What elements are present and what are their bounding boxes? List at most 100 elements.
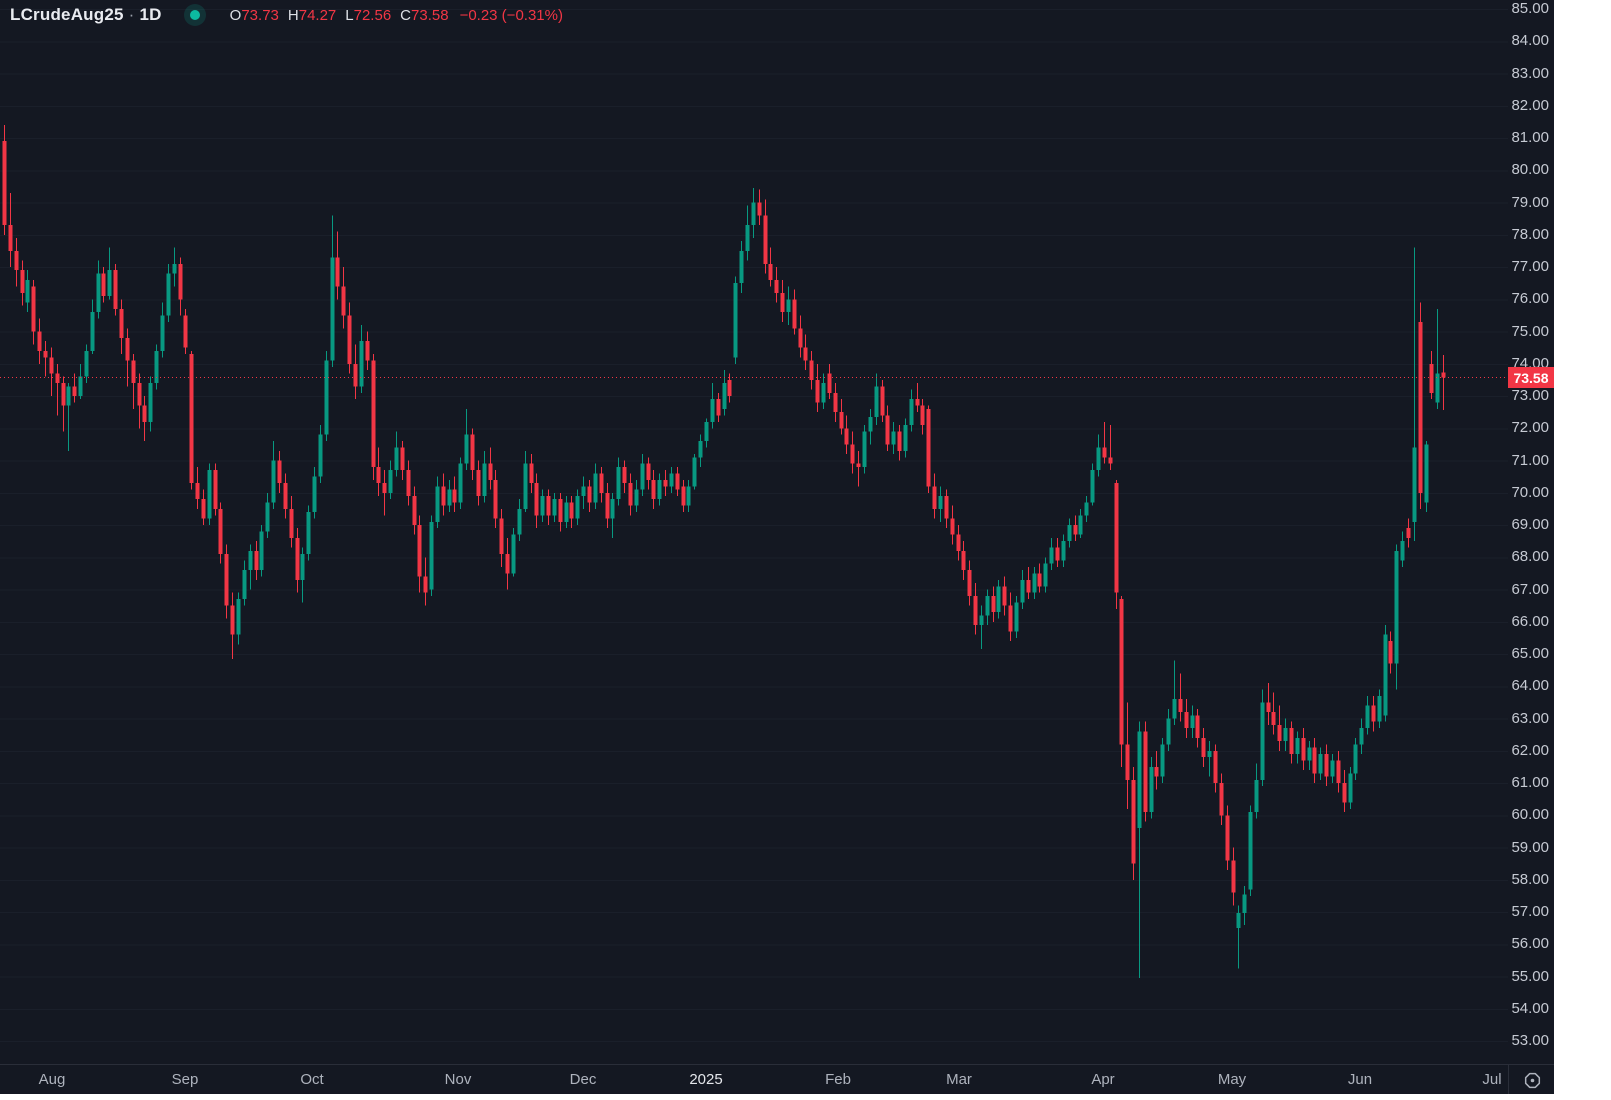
- price-tick-label: 68.00: [1511, 548, 1549, 566]
- candle-body: [885, 415, 890, 445]
- candle-body: [1020, 579, 1025, 603]
- candle-body: [1102, 447, 1107, 458]
- candle-body: [295, 537, 300, 580]
- candle-body: [1336, 760, 1341, 783]
- candle-body: [324, 360, 329, 435]
- candle-body: [599, 473, 604, 493]
- candle-body: [66, 386, 71, 406]
- price-tick-label: 56.00: [1511, 935, 1549, 953]
- price-tick-label: 53.00: [1511, 1032, 1549, 1049]
- price-tick-label: 55.00: [1511, 967, 1549, 985]
- candle-body: [1026, 579, 1031, 593]
- candle-body: [757, 202, 762, 216]
- time-scale-settings-button[interactable]: [1508, 1064, 1554, 1094]
- price-tick-label: 78.00: [1511, 225, 1549, 243]
- candle-body: [956, 534, 961, 551]
- candle-body: [318, 434, 323, 477]
- candle-body: [72, 386, 77, 396]
- price-tick-label: 59.00: [1511, 838, 1549, 856]
- candle-body: [1178, 699, 1183, 713]
- candle-body: [716, 399, 721, 416]
- candle-body: [1201, 737, 1206, 758]
- candle-body: [271, 460, 276, 503]
- price-tick-label: 81.00: [1511, 129, 1549, 146]
- candle-body: [1342, 783, 1347, 803]
- time-tick-label: Jul: [1482, 1071, 1502, 1088]
- candle-body: [20, 270, 25, 293]
- candle-body: [1277, 724, 1282, 742]
- candle-body: [1125, 744, 1130, 780]
- candle-body: [1032, 573, 1037, 593]
- candle-body: [131, 360, 136, 384]
- candle-body: [277, 460, 282, 484]
- candle-body: [417, 525, 422, 577]
- candle-body: [37, 331, 42, 351]
- time-tick-label: Jun: [1347, 1071, 1373, 1088]
- time-tick-label: 2025: [689, 1071, 723, 1088]
- candle-body: [458, 463, 463, 503]
- candle-body: [1090, 470, 1095, 503]
- candle-body: [546, 495, 551, 516]
- candle-body: [1260, 702, 1265, 780]
- candle-body: [1301, 737, 1306, 761]
- candle-body: [1225, 815, 1230, 861]
- candle-body: [540, 495, 545, 516]
- candle-body: [727, 379, 732, 396]
- candle-body: [213, 470, 218, 509]
- candle-body: [470, 434, 475, 471]
- candle-body: [803, 347, 808, 361]
- candle-body: [581, 486, 586, 496]
- candle-body: [511, 534, 516, 574]
- price-tick-label: 72.00: [1511, 419, 1549, 437]
- candle-body: [681, 486, 686, 506]
- symbol-title[interactable]: LCrudeAug25 · 1D: [10, 5, 162, 25]
- candle-body: [25, 279, 30, 303]
- candle-body: [90, 312, 95, 351]
- candle-body: [920, 405, 925, 426]
- candle-body: [1359, 728, 1364, 745]
- candle-body: [300, 554, 305, 580]
- candle-body: [406, 470, 411, 496]
- candle-body: [915, 399, 920, 406]
- price-scale[interactable]: 73.58 85.00 84.00 83.00 82.00 81.00 80.00 79.0…: [1508, 0, 1554, 1064]
- candle-body: [552, 499, 557, 516]
- price-tick-label: 83.00: [1511, 64, 1549, 82]
- candle-body: [248, 550, 253, 571]
- price-tick-label: 62.00: [1511, 741, 1549, 759]
- candle-body: [330, 257, 335, 361]
- candle-body: [950, 518, 955, 535]
- candle-body: [1418, 321, 1423, 493]
- price-tick-label: 64.00: [1511, 677, 1549, 695]
- candle-body: [1137, 731, 1142, 829]
- time-tick-label: Nov: [444, 1071, 472, 1088]
- market-status-button[interactable]: [183, 4, 206, 26]
- candle-body: [751, 202, 756, 226]
- candle-body: [809, 360, 814, 380]
- chart-plot-area[interactable]: [0, 0, 1508, 1064]
- candle-body: [224, 554, 229, 606]
- price-tick-label: 57.00: [1511, 903, 1549, 920]
- candle-body: [1078, 515, 1083, 535]
- time-scale[interactable]: Aug Sep Oct Nov Dec 2025 Feb Mar Apr May Jun Jul: [0, 1064, 1508, 1094]
- candle-body: [353, 363, 358, 387]
- candle-body: [704, 421, 709, 442]
- candle-body: [780, 292, 785, 313]
- ohlc-values: O73.73 H74.27 L72.56 C73.58 −0.23 (−0.31…: [230, 7, 563, 24]
- candle-body: [142, 405, 147, 422]
- candle-body: [435, 486, 440, 522]
- candle-body: [1441, 372, 1446, 378]
- candle-body: [1371, 705, 1376, 722]
- candle-body: [137, 383, 142, 406]
- candle-body: [1271, 712, 1276, 725]
- candle-body: [154, 350, 159, 384]
- candlestick-canvas[interactable]: [0, 0, 1508, 1064]
- time-tick-label: Feb: [825, 1071, 851, 1088]
- price-tick-label: 65.00: [1511, 645, 1549, 662]
- candle-body: [1149, 766, 1154, 813]
- candle-body: [839, 412, 844, 429]
- time-tick-label: Oct: [300, 1071, 324, 1088]
- candle-body: [1231, 860, 1236, 893]
- candle-body: [1377, 695, 1382, 722]
- candle-body: [148, 383, 153, 422]
- candle-body: [499, 518, 504, 555]
